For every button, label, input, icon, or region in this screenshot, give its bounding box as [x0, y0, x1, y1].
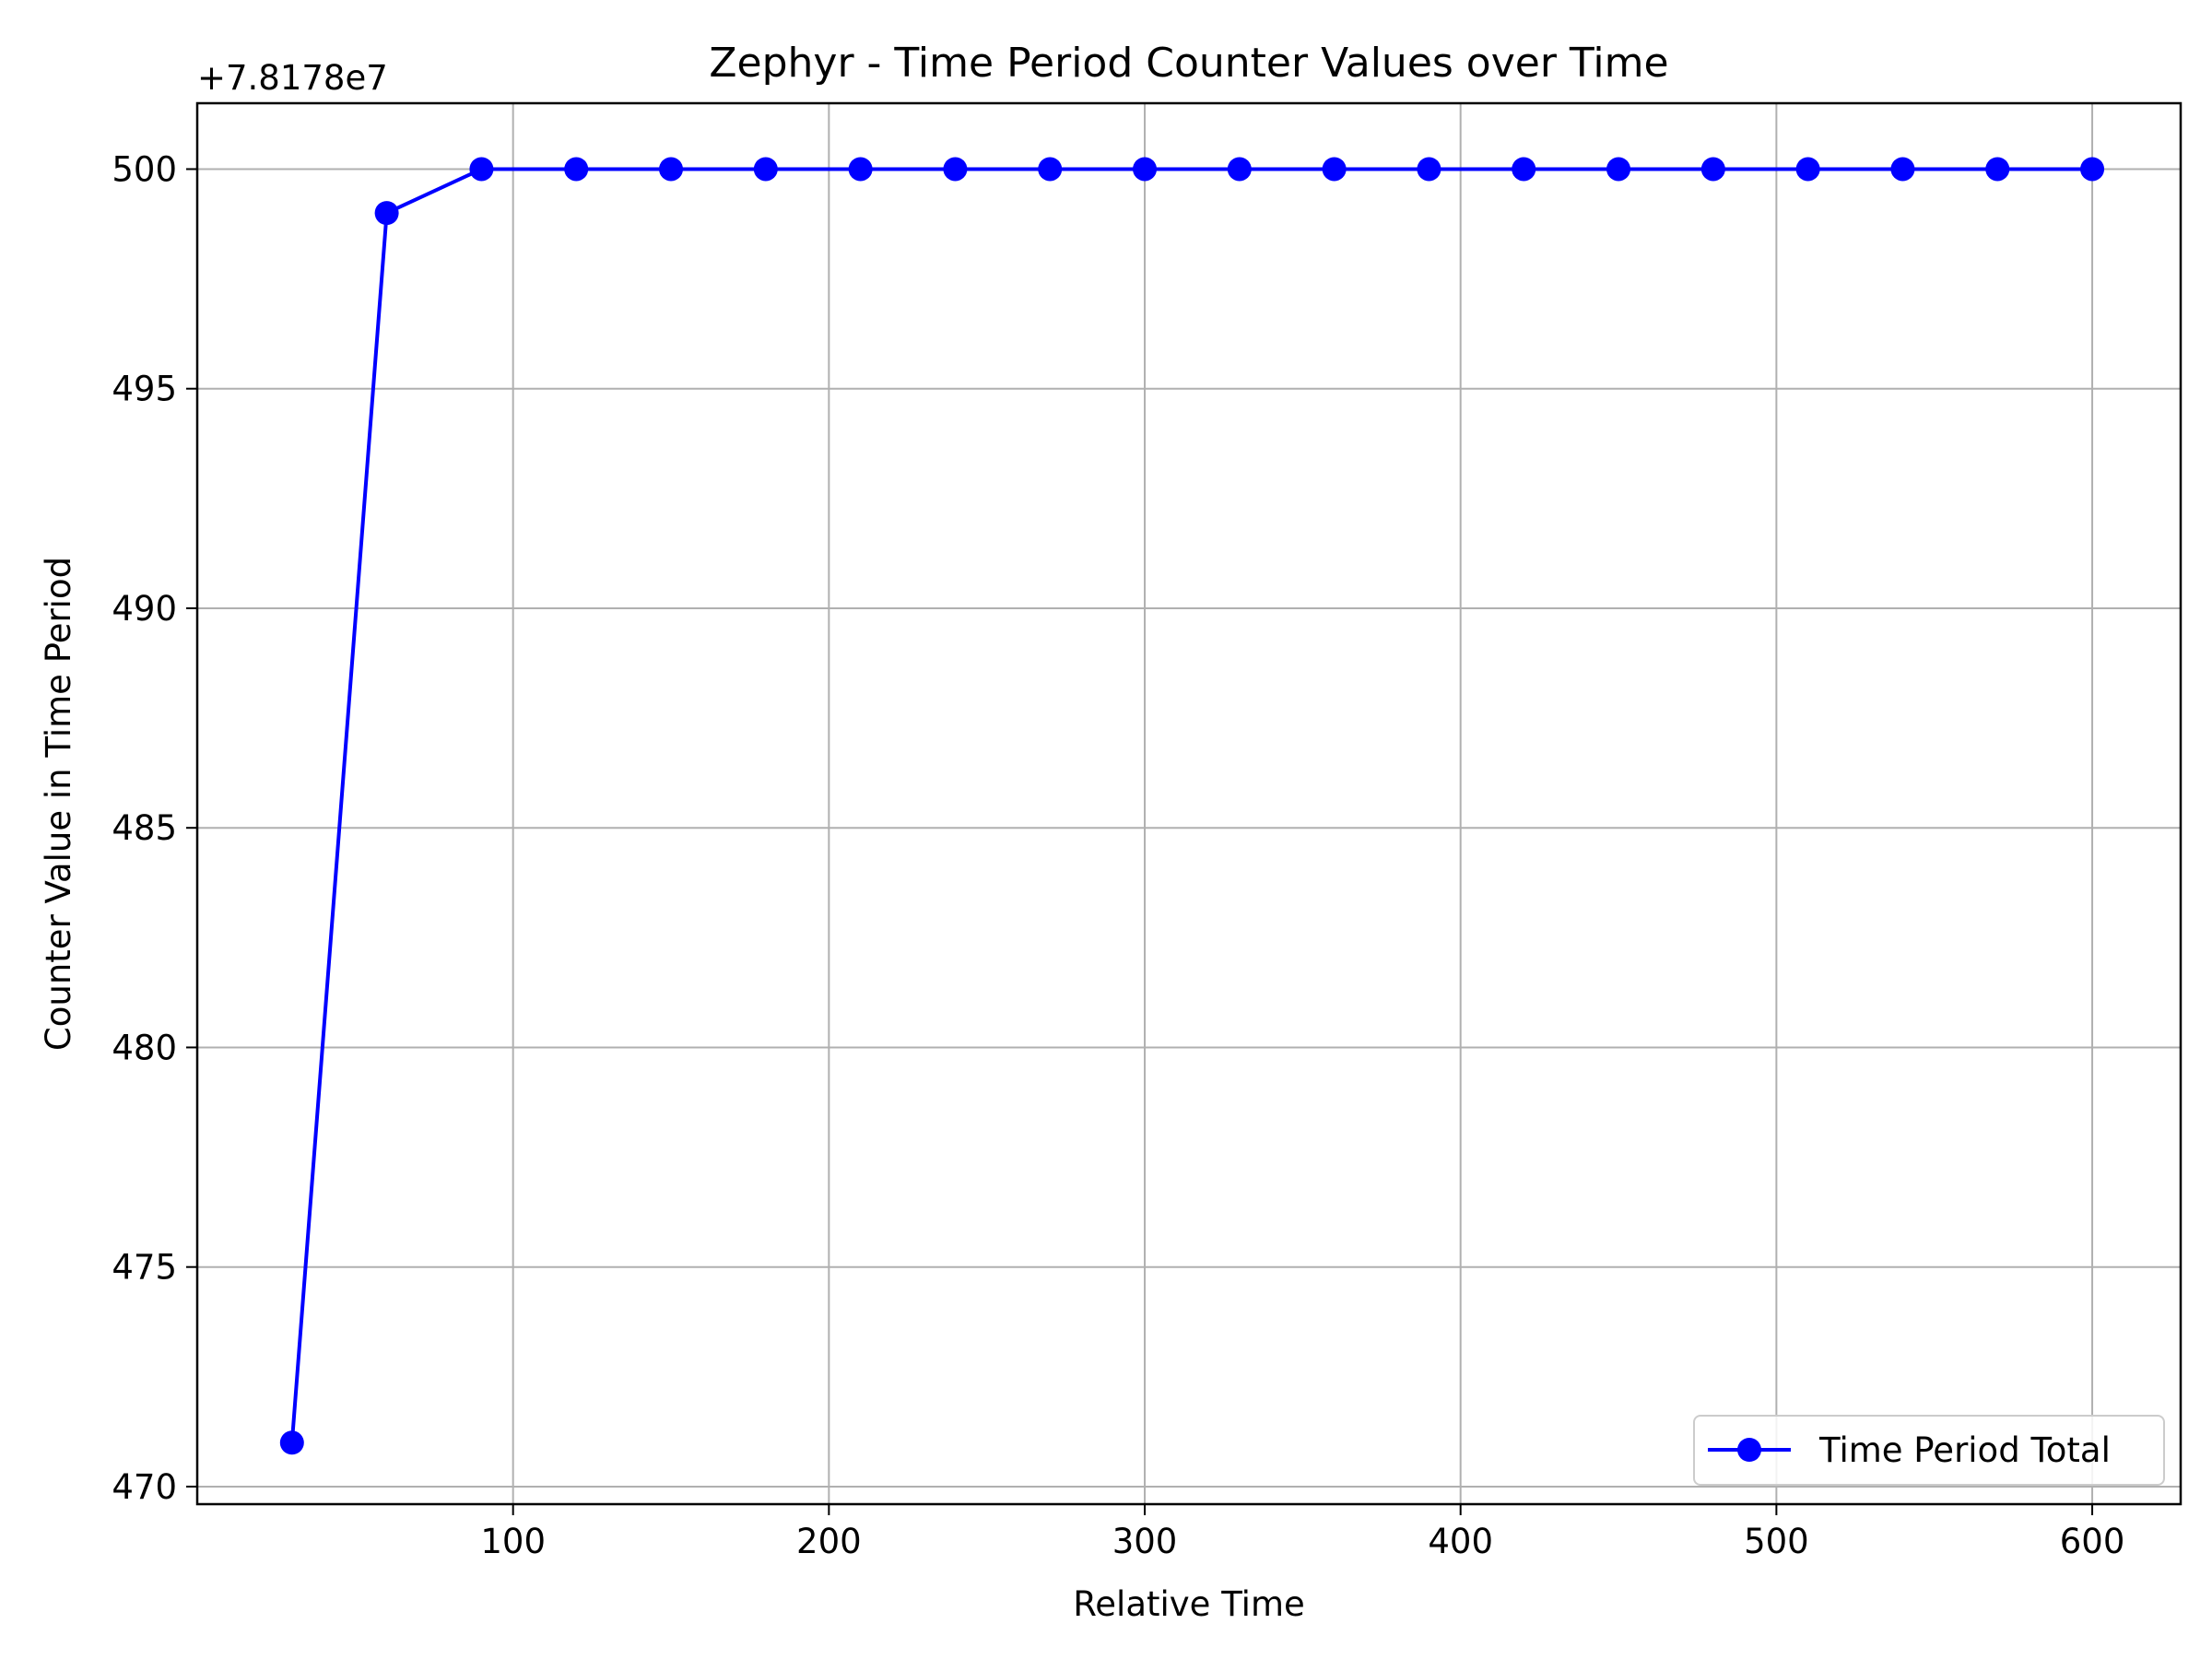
data-series — [279, 157, 2105, 1455]
y-axis-label: Counter Value in Time Period — [39, 557, 78, 1051]
y-tick-label: 495 — [112, 370, 177, 409]
data-point — [943, 157, 968, 182]
data-point — [374, 201, 399, 226]
data-point — [1038, 157, 1063, 182]
x-tick-label: 400 — [1428, 1522, 1493, 1561]
data-point — [2080, 157, 2105, 182]
legend-marker-sample — [1737, 1438, 1761, 1462]
x-tick-label: 300 — [1112, 1522, 1178, 1561]
data-point — [1890, 157, 1915, 182]
x-tick-label: 600 — [2060, 1522, 2125, 1561]
y-tick-label: 500 — [112, 149, 177, 189]
y-offset-label: +7.8178e7 — [197, 58, 388, 98]
legend-box — [1693, 1415, 2165, 1486]
data-point — [279, 1430, 304, 1455]
x-tick-label: 200 — [796, 1522, 862, 1561]
data-point — [564, 157, 589, 182]
legend-entry-label: Time Period Total — [1818, 1430, 2111, 1470]
y-tick-label: 470 — [112, 1467, 177, 1507]
data-point — [1227, 157, 1252, 182]
x-tick-label: 100 — [480, 1522, 546, 1561]
data-point — [1322, 157, 1347, 182]
data-point — [1795, 157, 1820, 182]
legend: Time Period Total — [1693, 1415, 2165, 1486]
x-tick-label: 500 — [1744, 1522, 1809, 1561]
chart-title: Zephyr - Time Period Counter Values over… — [709, 40, 1668, 87]
data-point — [1985, 157, 2010, 182]
plot-frame — [195, 101, 2183, 1506]
x-axis-label: Relative Time — [1073, 1584, 1305, 1624]
data-point — [1417, 157, 1441, 182]
data-point — [753, 157, 778, 182]
data-point — [469, 157, 494, 182]
data-point — [1606, 157, 1631, 182]
series-line — [289, 167, 2093, 1443]
y-tick-label: 490 — [112, 589, 177, 629]
y-tick-label: 485 — [112, 808, 177, 848]
data-point — [1133, 157, 1158, 182]
y-tick-label: 480 — [112, 1028, 177, 1067]
y-tick-label: 475 — [112, 1248, 177, 1288]
data-point — [1700, 157, 1725, 182]
data-point — [848, 157, 873, 182]
data-point — [1512, 157, 1536, 182]
data-point — [659, 157, 684, 182]
axis-ticks: 100 200 300 400 500 600 470 475 480 485 490 495 500 — [112, 149, 2124, 1561]
